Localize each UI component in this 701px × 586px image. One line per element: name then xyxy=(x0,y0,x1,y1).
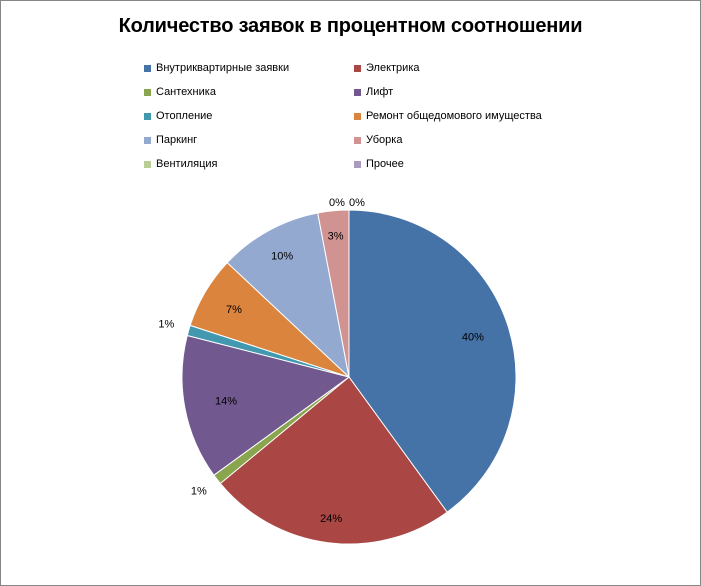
legend-label: Внутриквартирные заявки xyxy=(156,62,290,74)
legend-swatch xyxy=(354,160,361,168)
data-label: 0% xyxy=(329,197,345,209)
legend-swatch xyxy=(144,88,151,96)
legend-swatch xyxy=(144,136,151,144)
data-label: 1% xyxy=(158,318,174,330)
pie-slice xyxy=(226,212,350,379)
legend-label: Электрика xyxy=(366,62,420,74)
chart-title: Количество заявок в процентном соотношен… xyxy=(118,15,583,37)
legend-entry: Ремонт общедомового имущества xyxy=(354,104,584,128)
legend-entry: Лифт xyxy=(354,80,584,104)
legend-entry: Отопление xyxy=(144,104,354,128)
legend-swatch xyxy=(354,112,361,120)
legend-entry: Уборка xyxy=(354,128,584,152)
data-label: 10% xyxy=(271,251,293,263)
legend-swatch xyxy=(354,64,361,72)
data-label: 0% xyxy=(349,197,365,209)
legend-swatch xyxy=(144,64,151,72)
pie-slice xyxy=(317,209,350,378)
pie-slice xyxy=(219,376,448,545)
legend-swatch xyxy=(144,160,151,168)
legend-swatch xyxy=(144,112,151,120)
legend-label: Вентиляция xyxy=(156,158,218,170)
legend-label: Уборка xyxy=(366,134,403,146)
legend-label: Отопление xyxy=(156,110,213,122)
legend: Внутриквартирные заявки Электрика Сантехни… xyxy=(144,56,584,176)
pie-slice xyxy=(348,209,517,513)
legend-label: Прочее xyxy=(366,158,404,170)
legend-label: Ремонт общедомового имущества xyxy=(366,110,542,122)
legend-label: Паркинг xyxy=(156,134,198,146)
data-label: 3% xyxy=(328,231,344,243)
legend-label: Сантехника xyxy=(156,86,216,98)
data-label: 24% xyxy=(320,513,342,525)
legend-label: Лифт xyxy=(366,86,394,98)
legend-swatch xyxy=(354,136,361,144)
pie-slice xyxy=(181,334,351,476)
legend-entry: Паркинг xyxy=(144,128,354,152)
legend-entry: Сантехника xyxy=(144,80,354,104)
data-label: 40% xyxy=(462,332,484,344)
data-label: 7% xyxy=(226,304,242,316)
legend-entry: Вентиляция xyxy=(144,152,354,176)
legend-entry: Внутриквартирные заявки xyxy=(144,56,354,80)
data-label: 14% xyxy=(215,396,237,408)
legend-entry: Прочее xyxy=(354,152,584,176)
legend-swatch xyxy=(354,88,361,96)
legend-entry: Электрика xyxy=(354,56,584,80)
data-label: 1% xyxy=(191,485,207,497)
